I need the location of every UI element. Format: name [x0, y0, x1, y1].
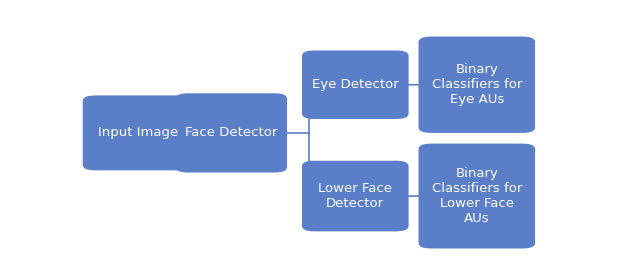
Text: Face Detector: Face Detector: [185, 126, 278, 139]
FancyBboxPatch shape: [175, 93, 287, 172]
FancyBboxPatch shape: [419, 37, 535, 133]
Text: Input Image: Input Image: [99, 126, 179, 139]
FancyBboxPatch shape: [419, 144, 535, 249]
FancyBboxPatch shape: [302, 161, 408, 231]
Text: Lower Face
Detector: Lower Face Detector: [318, 182, 392, 210]
Text: Binary
Classifiers for
Eye AUs: Binary Classifiers for Eye AUs: [431, 63, 522, 106]
Text: Eye Detector: Eye Detector: [312, 78, 399, 91]
FancyBboxPatch shape: [83, 95, 195, 170]
FancyBboxPatch shape: [302, 51, 408, 119]
Text: Binary
Classifiers for
Lower Face
AUs: Binary Classifiers for Lower Face AUs: [431, 167, 522, 225]
